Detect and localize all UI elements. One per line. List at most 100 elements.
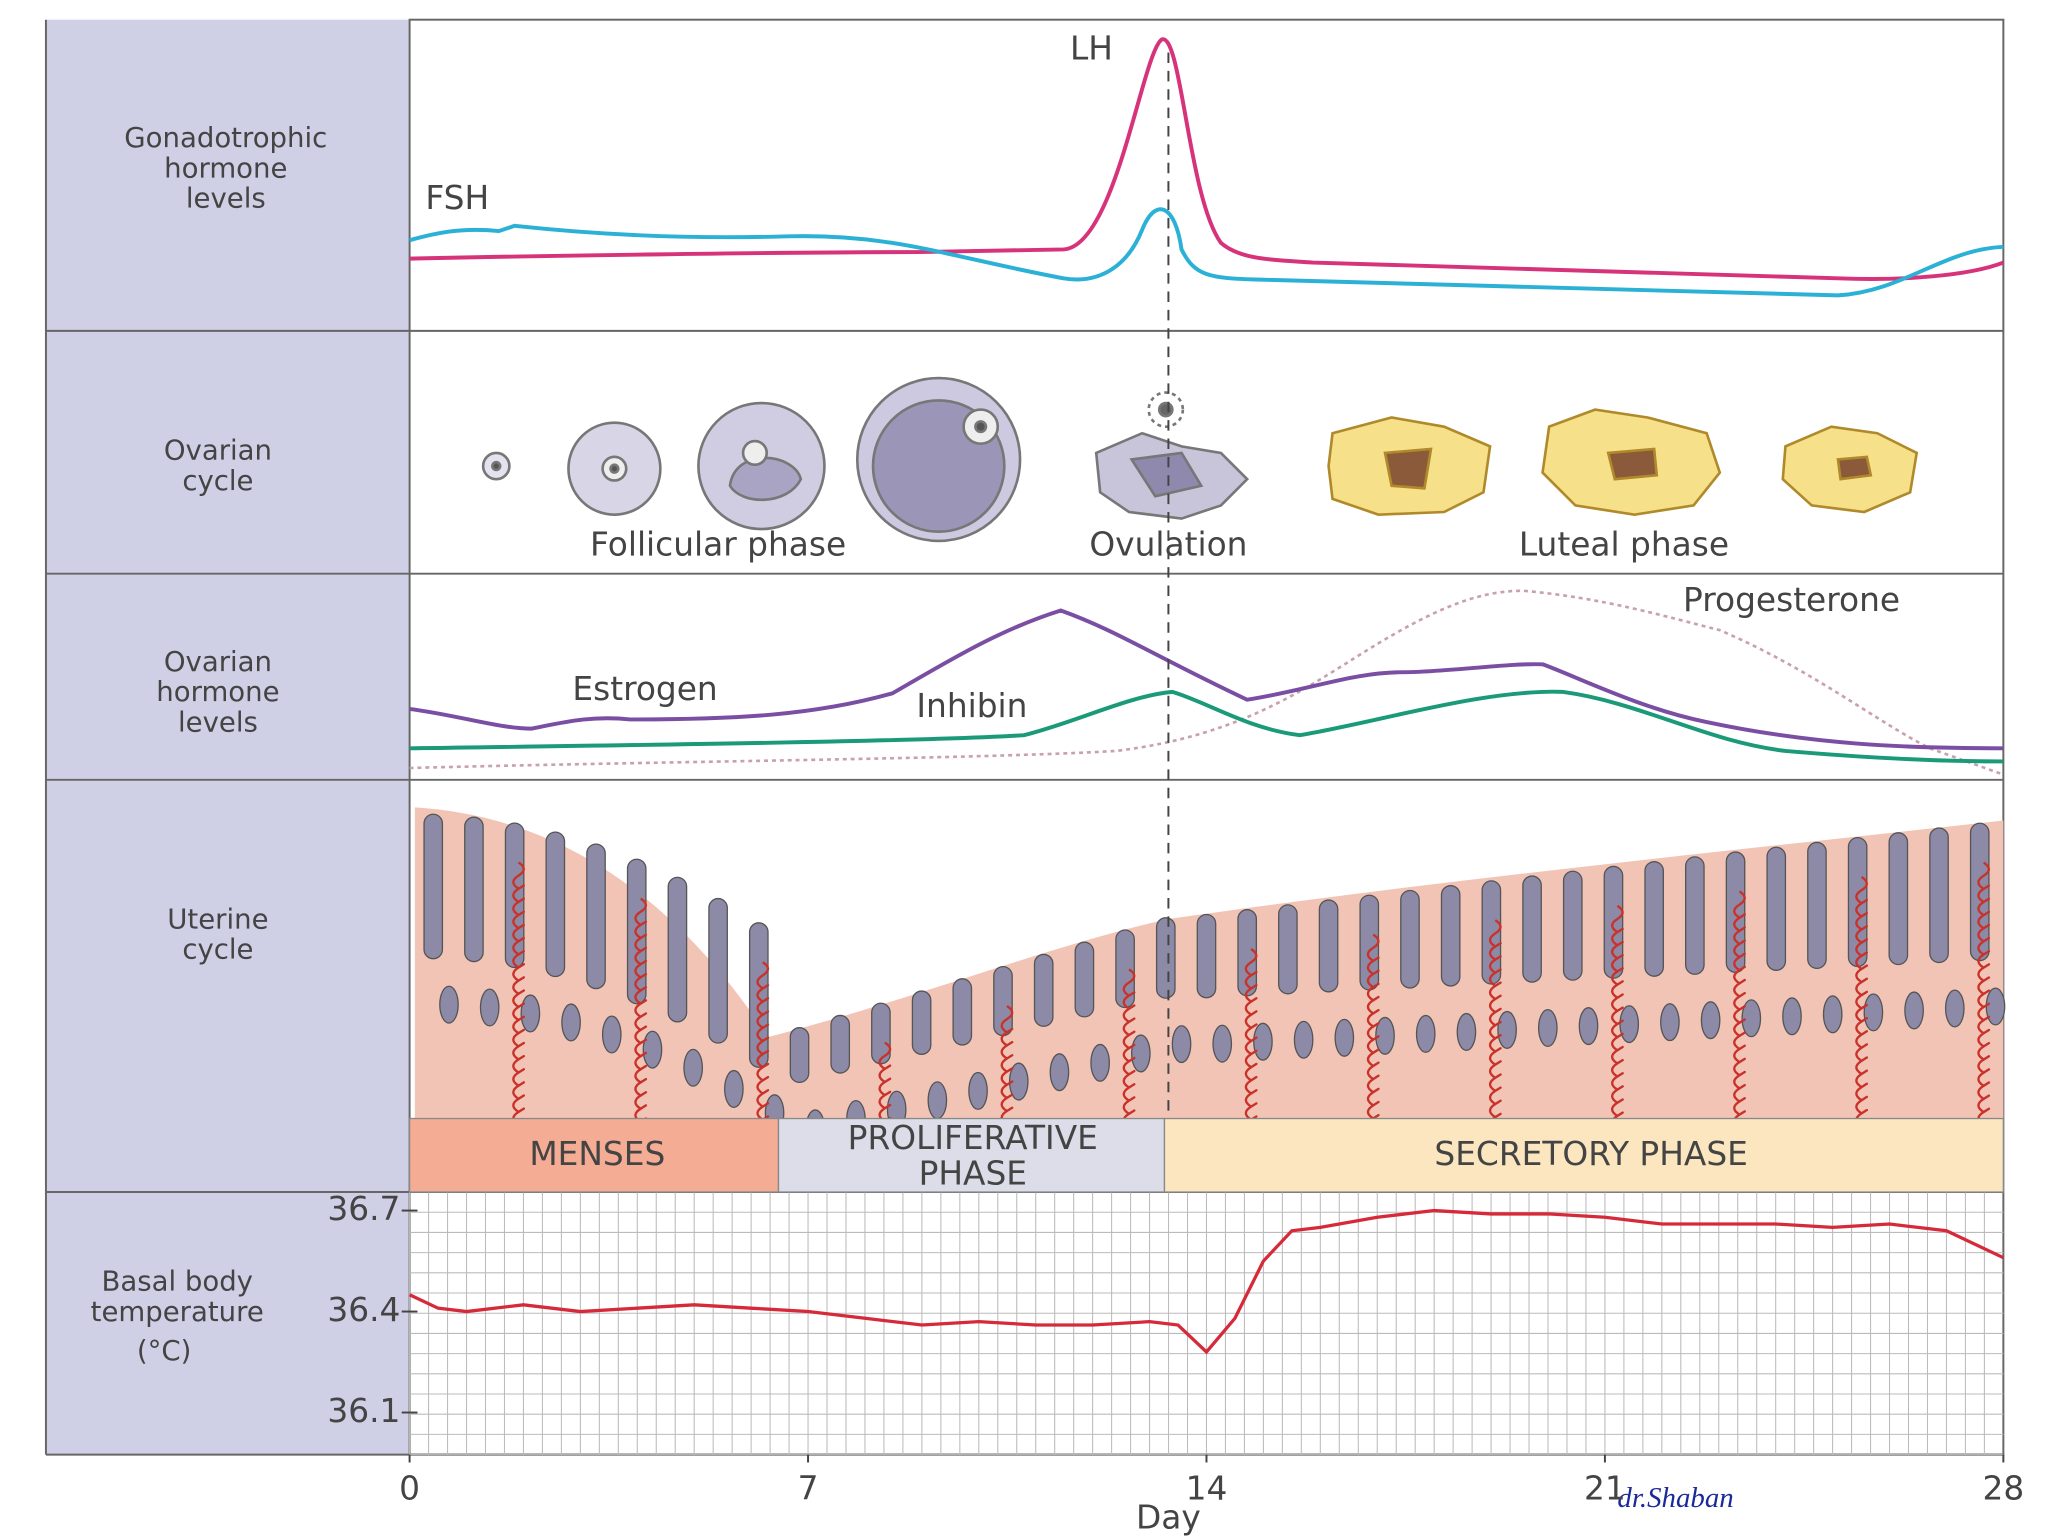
gland — [1033, 953, 1054, 1027]
artery — [1000, 1005, 1014, 1126]
estrogen-label: Estrogen — [572, 670, 717, 708]
gland — [1766, 846, 1787, 971]
gland — [1741, 999, 1762, 1038]
gland — [1522, 875, 1542, 983]
row-label: Ovarian — [164, 646, 272, 678]
gland — [520, 994, 541, 1033]
gland — [1660, 1003, 1680, 1042]
secretory-bar — [1163, 1117, 2005, 1193]
gland — [1644, 861, 1664, 977]
gland — [724, 1069, 744, 1108]
gland — [479, 988, 500, 1027]
gland — [1456, 1012, 1477, 1051]
row-label: Gonadotrophic — [124, 122, 327, 154]
lh-curve — [409, 37, 2005, 281]
phase-label: PHASE — [919, 1154, 1027, 1192]
phase-label: MENSES — [529, 1135, 665, 1173]
x-tick-label: 21 — [1584, 1470, 1626, 1508]
x-tick-label: 0 — [399, 1470, 420, 1508]
gland — [748, 922, 769, 1068]
gland — [642, 1030, 663, 1069]
gland — [1049, 1053, 1070, 1092]
artery — [1977, 861, 1991, 1127]
artery — [1855, 876, 1869, 1128]
estrogen-curve — [409, 608, 2004, 751]
y-tick-label: 36.4 — [327, 1291, 400, 1329]
gland — [504, 822, 525, 969]
y-tick-label: 36.7 — [327, 1190, 400, 1228]
gland — [1929, 827, 1949, 964]
row-label: hormone — [164, 152, 287, 184]
gland — [1334, 1018, 1355, 1057]
x-tick-label: 7 — [798, 1470, 819, 1508]
gland — [1074, 941, 1095, 1018]
gland — [1944, 989, 1965, 1028]
gland — [667, 876, 688, 1023]
artery — [1122, 968, 1136, 1128]
gland — [423, 813, 444, 960]
x-tick-label: 14 — [1186, 1470, 1228, 1508]
lh-label: LH — [1070, 29, 1113, 67]
gland — [968, 1071, 988, 1110]
gland — [1578, 1007, 1599, 1046]
gland — [1782, 997, 1802, 1036]
gland — [1807, 841, 1827, 970]
follicular-label: Follicular phase — [590, 526, 846, 564]
label-panel — [45, 19, 410, 1455]
gland — [1904, 991, 1924, 1030]
gland — [1212, 1024, 1233, 1063]
row-label: hormone — [156, 676, 279, 708]
row-label: levels — [186, 183, 266, 215]
gland — [1293, 1020, 1314, 1059]
gland — [1278, 904, 1298, 995]
artery — [1733, 890, 1746, 1129]
gland — [626, 858, 647, 1005]
row-label: cycle — [182, 465, 253, 497]
gland — [911, 990, 932, 1055]
gland — [561, 1003, 581, 1042]
gland — [1171, 1025, 1192, 1064]
inhibin-label: Inhibin — [916, 687, 1027, 725]
glands — [423, 813, 2006, 1148]
x-tick-label: 28 — [1982, 1470, 2024, 1508]
corpus-luteum — [1327, 408, 1919, 516]
follicles — [481, 376, 1250, 543]
fsh-label: FSH — [425, 179, 489, 217]
menses-bar — [408, 1117, 780, 1193]
row-label: Uterine — [167, 903, 268, 935]
artery — [1366, 933, 1380, 1133]
gland — [1008, 1062, 1029, 1101]
artery — [1244, 948, 1258, 1134]
gland — [1440, 885, 1461, 987]
gland — [1985, 987, 2006, 1026]
gland — [1155, 917, 1176, 999]
gland — [789, 1027, 810, 1084]
fsh-curve — [409, 207, 2004, 298]
row-label: cycle — [182, 933, 253, 965]
artery — [756, 961, 770, 1134]
gland — [1888, 832, 1909, 966]
temperature-axis-label: temperature — [91, 1296, 264, 1328]
y-tick-label: 36.1 — [327, 1392, 400, 1430]
gland — [545, 831, 566, 978]
gland — [830, 1014, 851, 1074]
row-label: levels — [178, 706, 258, 738]
artery — [634, 897, 648, 1136]
luteal-label: Luteal phase — [1519, 526, 1729, 564]
gland — [1863, 993, 1884, 1032]
phase-label: SECRETORY PHASE — [1434, 1135, 1748, 1173]
gland — [464, 816, 484, 963]
gland — [1090, 1043, 1110, 1082]
gland — [927, 1081, 948, 1120]
temperature-axis-label: (°C) — [137, 1335, 192, 1367]
temperature-line — [408, 1208, 2005, 1355]
x-axis-label: Day — [1136, 1498, 1201, 1536]
gland — [1196, 913, 1217, 999]
gland — [1115, 929, 1135, 1009]
gland — [586, 843, 606, 990]
gland — [1562, 870, 1583, 981]
gland — [601, 1015, 622, 1054]
proliferative-bar — [777, 1117, 1166, 1193]
inhibin-curve — [409, 689, 2004, 764]
row-label: Ovarian — [164, 435, 272, 467]
